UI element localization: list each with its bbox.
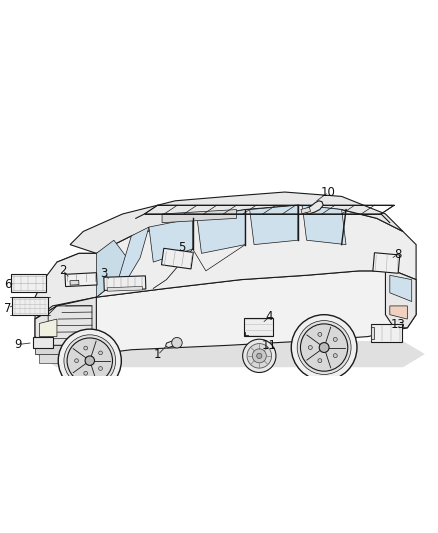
Polygon shape [118,227,149,280]
Circle shape [252,349,266,363]
Circle shape [257,353,262,359]
Circle shape [319,343,329,352]
Circle shape [318,333,322,336]
Polygon shape [35,271,416,354]
Text: 3: 3 [101,267,108,280]
Polygon shape [12,297,48,314]
Polygon shape [162,248,193,269]
Polygon shape [304,201,323,214]
Polygon shape [33,337,53,348]
Polygon shape [166,341,175,348]
Polygon shape [371,327,374,339]
Polygon shape [39,319,57,336]
Circle shape [308,345,312,350]
Circle shape [318,359,322,362]
Polygon shape [107,286,142,291]
Text: 13: 13 [390,318,405,331]
Circle shape [333,354,337,358]
Polygon shape [57,205,416,297]
Text: 8: 8 [394,248,401,261]
Circle shape [99,351,102,355]
Polygon shape [65,273,97,287]
Text: 6: 6 [4,278,12,290]
Polygon shape [301,207,311,214]
Circle shape [291,314,357,381]
Polygon shape [197,209,245,253]
Circle shape [85,356,95,366]
Circle shape [333,337,337,342]
Polygon shape [35,341,425,367]
Polygon shape [96,240,127,297]
Circle shape [247,344,272,368]
Circle shape [58,329,121,392]
Polygon shape [373,253,400,273]
Circle shape [67,338,113,383]
Text: 2: 2 [59,263,67,277]
Circle shape [84,346,88,350]
Polygon shape [70,280,79,285]
Polygon shape [390,306,407,319]
Polygon shape [70,192,403,253]
Text: 9: 9 [14,338,22,351]
Polygon shape [162,209,237,223]
Text: 1: 1 [154,349,162,361]
Circle shape [300,324,348,371]
Polygon shape [302,205,346,245]
Circle shape [99,367,102,370]
Circle shape [243,339,276,373]
Text: 11: 11 [262,339,277,352]
Text: 10: 10 [321,185,336,198]
Text: 5: 5 [178,241,185,254]
Text: 4: 4 [265,310,273,324]
Circle shape [64,335,116,386]
Circle shape [172,337,182,348]
Polygon shape [11,274,46,292]
Circle shape [74,359,78,362]
Polygon shape [371,324,402,342]
Polygon shape [244,318,272,336]
Polygon shape [35,253,118,319]
Polygon shape [39,354,61,363]
Polygon shape [385,271,416,328]
Circle shape [84,372,88,375]
Polygon shape [35,345,96,354]
Circle shape [297,320,351,375]
Text: 7: 7 [4,302,12,314]
Polygon shape [35,297,96,354]
Polygon shape [390,275,412,302]
Polygon shape [149,219,193,262]
Polygon shape [104,276,146,290]
Polygon shape [250,205,298,245]
